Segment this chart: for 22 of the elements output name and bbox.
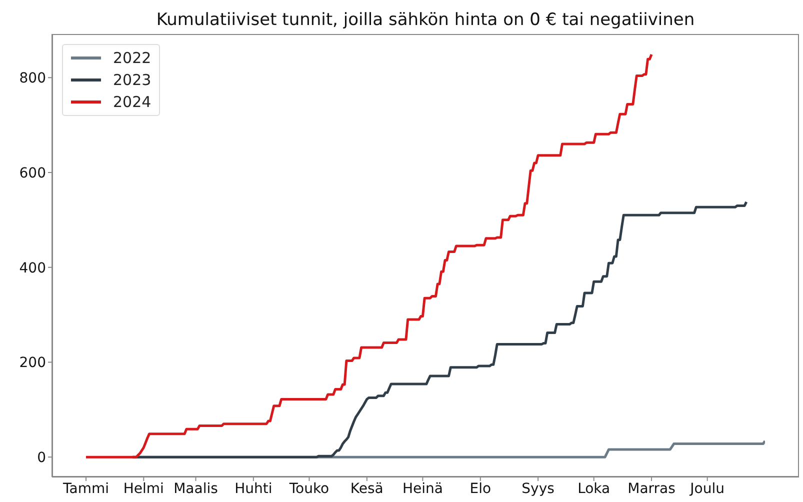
line-series: [86, 53, 653, 458]
y-tick-label: 800: [19, 70, 46, 87]
x-tick-label: Kesä: [350, 480, 384, 497]
x-tick-label: Huhti: [234, 480, 272, 497]
y-tick-label: 0: [37, 450, 46, 466]
x-tick-label: Marras: [628, 480, 676, 497]
x-tick-label: Tammi: [62, 480, 109, 497]
x-tick-label: Elo: [470, 480, 492, 497]
x-tick-label: Helmi: [123, 480, 164, 497]
x-tick-label: Touko: [288, 480, 330, 497]
legend-label: 2024: [113, 93, 152, 111]
x-tick-label: Maalis: [174, 480, 218, 497]
x-tick-label: Heinä: [402, 480, 443, 497]
legend-label: 2023: [113, 71, 152, 89]
legend-label: 2022: [113, 49, 152, 67]
chart-title: Kumulatiiviset tunnit, joilla sähkön hinta on 0 € tai negatiivinen: [155, 10, 696, 30]
y-tick-label: 200: [19, 355, 46, 372]
x-tick-label: Loka: [578, 480, 610, 497]
y-tick-label: 600: [19, 165, 46, 182]
x-tick-label: Syys: [522, 480, 554, 497]
y-tick-label: 400: [19, 260, 46, 276]
x-tick-label: Joulu: [689, 480, 725, 497]
